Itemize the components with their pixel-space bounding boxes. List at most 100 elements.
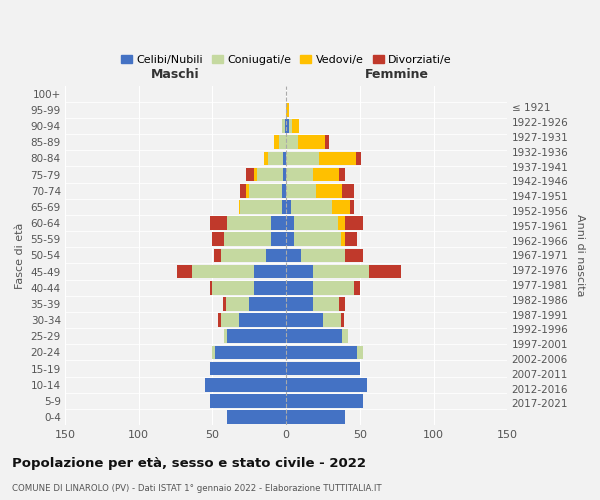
Bar bbox=[257, 168, 283, 181]
Bar bbox=[226, 297, 250, 311]
Text: Maschi: Maschi bbox=[151, 68, 200, 81]
Bar bbox=[339, 168, 345, 181]
Bar bbox=[282, 184, 286, 198]
Bar bbox=[286, 346, 357, 360]
Bar bbox=[357, 346, 363, 360]
Bar bbox=[298, 136, 325, 149]
Bar bbox=[342, 330, 348, 343]
Bar bbox=[356, 152, 361, 166]
Bar bbox=[350, 200, 354, 214]
Bar bbox=[286, 313, 323, 327]
Bar bbox=[224, 232, 271, 246]
Bar bbox=[209, 394, 286, 408]
Bar bbox=[254, 264, 286, 278]
Bar bbox=[290, 200, 332, 214]
Bar bbox=[325, 136, 329, 149]
Bar bbox=[323, 313, 341, 327]
Bar bbox=[285, 119, 286, 133]
Bar bbox=[316, 184, 342, 198]
Bar bbox=[239, 200, 241, 214]
Bar bbox=[283, 152, 286, 166]
Bar bbox=[254, 168, 257, 181]
Y-axis label: Anni di nascita: Anni di nascita bbox=[575, 214, 585, 296]
Bar bbox=[345, 232, 357, 246]
Bar bbox=[369, 264, 401, 278]
Bar bbox=[227, 216, 271, 230]
Bar bbox=[227, 330, 286, 343]
Bar bbox=[354, 281, 360, 294]
Bar bbox=[250, 184, 282, 198]
Bar bbox=[215, 346, 286, 360]
Text: Femmine: Femmine bbox=[365, 68, 429, 81]
Bar bbox=[293, 232, 341, 246]
Bar bbox=[286, 394, 363, 408]
Bar bbox=[286, 362, 360, 376]
Bar bbox=[286, 119, 289, 133]
Bar bbox=[209, 281, 212, 294]
Bar bbox=[338, 216, 345, 230]
Bar bbox=[286, 378, 367, 392]
Bar bbox=[239, 313, 286, 327]
Bar bbox=[271, 216, 286, 230]
Bar bbox=[319, 152, 356, 166]
Bar bbox=[286, 264, 313, 278]
Bar bbox=[286, 168, 313, 181]
Bar bbox=[286, 281, 313, 294]
Bar bbox=[313, 168, 339, 181]
Legend: Celibi/Nubili, Coniugati/e, Vedovi/e, Divorziati/e: Celibi/Nubili, Coniugati/e, Vedovi/e, Di… bbox=[116, 50, 456, 70]
Bar bbox=[209, 362, 286, 376]
Bar bbox=[247, 184, 250, 198]
Bar bbox=[254, 281, 286, 294]
Bar bbox=[341, 313, 344, 327]
Bar bbox=[279, 136, 286, 149]
Bar bbox=[345, 248, 363, 262]
Bar bbox=[286, 103, 289, 117]
Bar bbox=[223, 297, 226, 311]
Bar bbox=[221, 313, 239, 327]
Bar bbox=[212, 281, 254, 294]
Bar bbox=[332, 200, 350, 214]
Bar bbox=[241, 184, 247, 198]
Bar bbox=[241, 200, 282, 214]
Bar bbox=[282, 119, 285, 133]
Bar bbox=[271, 232, 286, 246]
Y-axis label: Fasce di età: Fasce di età bbox=[15, 222, 25, 288]
Bar bbox=[286, 232, 293, 246]
Bar bbox=[205, 378, 286, 392]
Text: Popolazione per età, sesso e stato civile - 2022: Popolazione per età, sesso e stato civil… bbox=[12, 458, 366, 470]
Bar bbox=[286, 297, 313, 311]
Bar bbox=[214, 248, 221, 262]
Bar bbox=[313, 297, 339, 311]
Bar bbox=[212, 346, 215, 360]
Bar bbox=[286, 330, 342, 343]
Bar bbox=[192, 264, 254, 278]
Bar bbox=[266, 248, 286, 262]
Bar bbox=[268, 152, 283, 166]
Bar bbox=[218, 313, 221, 327]
Bar bbox=[286, 216, 293, 230]
Bar bbox=[292, 119, 299, 133]
Bar bbox=[212, 232, 224, 246]
Bar bbox=[274, 136, 279, 149]
Bar bbox=[224, 330, 227, 343]
Bar bbox=[341, 232, 345, 246]
Bar bbox=[247, 168, 254, 181]
Bar bbox=[286, 152, 319, 166]
Bar bbox=[289, 119, 292, 133]
Bar bbox=[286, 200, 290, 214]
Bar bbox=[221, 248, 266, 262]
Text: COMUNE DI LINAROLO (PV) - Dati ISTAT 1° gennaio 2022 - Elaborazione TUTTITALIA.I: COMUNE DI LINAROLO (PV) - Dati ISTAT 1° … bbox=[12, 484, 382, 493]
Bar bbox=[282, 200, 286, 214]
Bar bbox=[342, 184, 354, 198]
Bar bbox=[313, 281, 354, 294]
Bar bbox=[293, 216, 338, 230]
Bar bbox=[286, 248, 301, 262]
Bar bbox=[286, 184, 316, 198]
Bar bbox=[339, 297, 345, 311]
Bar bbox=[250, 297, 286, 311]
Bar bbox=[313, 264, 369, 278]
Bar bbox=[177, 264, 192, 278]
Bar bbox=[286, 410, 345, 424]
Bar bbox=[286, 136, 298, 149]
Bar bbox=[301, 248, 345, 262]
